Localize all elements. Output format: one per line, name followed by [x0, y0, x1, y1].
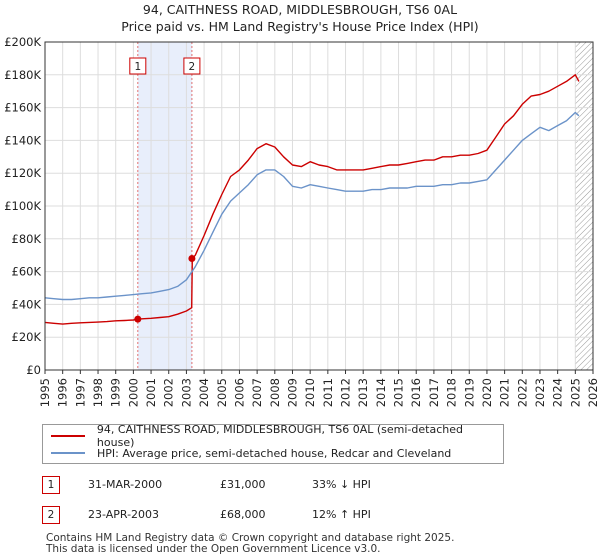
x-tick-label: 2012: [339, 378, 353, 407]
y-tick-label: £200K: [4, 35, 41, 49]
transaction-box-label-2: 2: [189, 61, 196, 73]
y-tick-label: £60K: [12, 265, 42, 279]
x-tick-label: 1998: [91, 378, 105, 407]
transaction-price-2: £68,000: [220, 508, 266, 521]
x-tick-label: 2002: [162, 378, 176, 407]
transaction-point-2: [188, 254, 196, 262]
x-tick-label: 2022: [515, 378, 529, 407]
x-tick-label: 2008: [268, 378, 282, 407]
y-tick-label: £0: [26, 363, 41, 377]
x-tick-label: 2024: [551, 378, 565, 407]
y-tick-label: £180K: [4, 68, 41, 82]
legend-label-property: 94, CAITHNESS ROAD, MIDDLESBROUGH, TS6 0…: [96, 423, 463, 449]
legend-item-property: 94, CAITHNESS ROAD, MIDDLESBROUGH, TS6 0…: [51, 423, 503, 449]
x-tick-label: 2023: [533, 378, 547, 407]
transaction-box-2: [183, 57, 201, 75]
transaction-point-1: [134, 315, 142, 323]
x-tick-label: 2019: [462, 378, 476, 407]
transaction-date-1: 31-MAR-2000: [88, 478, 163, 491]
x-tick-label: 2025: [568, 378, 582, 407]
x-tick-label: 2000: [126, 378, 140, 407]
legend: 94, CAITHNESS ROAD, MIDDLESBROUGH, TS6 0…: [42, 423, 504, 464]
legend-line-hpi-icon: [51, 452, 85, 454]
y-tick-label: £140K: [4, 133, 41, 147]
transaction-box-label-1: 1: [134, 61, 141, 73]
chart-title: 94, CAITHNESS ROAD, MIDDLESBROUGH, TS6 0…: [142, 2, 458, 17]
transaction-hpi-1: 33% ↓ HPI: [312, 478, 371, 491]
x-tick-label: 1996: [56, 378, 70, 407]
x-tick-label: 1997: [73, 378, 87, 407]
x-tick-label: 2003: [179, 378, 193, 407]
y-tick-label: £40K: [12, 297, 42, 311]
transaction-box-1: [129, 57, 147, 75]
x-tick-label: 2021: [498, 378, 512, 407]
x-tick-label: 2026: [586, 378, 600, 407]
x-tick-label: 2007: [250, 378, 264, 407]
x-tick-label: 2010: [303, 378, 317, 407]
x-tick-label: 2020: [480, 378, 494, 407]
x-tick-label: 2016: [409, 378, 423, 407]
legend-item-hpi: HPI: Average price, semi-detached house,…: [51, 445, 451, 461]
y-tick-label: £160K: [4, 101, 41, 115]
legend-line-property-icon: [51, 435, 85, 437]
transaction-price-1: £31,000: [220, 478, 266, 491]
y-tick-label: £100K: [4, 199, 41, 213]
y-tick-label: £120K: [4, 166, 41, 180]
legend-label-hpi: HPI: Average price, semi-detached house,…: [97, 446, 452, 460]
x-tick-label: 2018: [445, 378, 459, 407]
footer-licence: This data is licensed under the Open Gov…: [46, 543, 381, 555]
x-tick-label: 2017: [427, 378, 441, 407]
price-chart: £0 £20K £40K £60K £80K £100K £120K £140K £160K £1…: [4, 35, 600, 407]
x-tick-label: 2009: [285, 378, 299, 407]
chart-subtitle: Price paid vs. HM Land Registry's House …: [121, 19, 479, 34]
x-tick-label: 1999: [109, 378, 123, 407]
y-tick-label: £20K: [12, 330, 42, 344]
footer-copyright: Contains HM Land Registry data © Crown c…: [46, 532, 455, 544]
series-line-hpi: [44, 111, 580, 301]
x-tick-label: 2001: [144, 378, 158, 407]
plot-frame: [44, 41, 594, 371]
transaction-badge-2: 2: [42, 506, 60, 524]
x-tick-label: 2004: [197, 378, 211, 407]
x-tick-label: 2014: [374, 378, 388, 407]
x-tick-label: 2011: [321, 378, 335, 407]
y-tick-label: £80K: [12, 232, 42, 246]
transaction-date-2: 23-APR-2003: [88, 508, 160, 521]
x-tick-label: 1995: [38, 378, 52, 407]
x-tick-label: 2005: [215, 378, 229, 407]
x-tick-label: 2013: [356, 378, 370, 407]
transaction-badge-1: 1: [42, 476, 60, 494]
transaction-hpi-2: 12% ↑ HPI: [312, 508, 371, 521]
x-tick-label: 2006: [232, 378, 246, 407]
x-tick-label: 2015: [392, 378, 406, 407]
